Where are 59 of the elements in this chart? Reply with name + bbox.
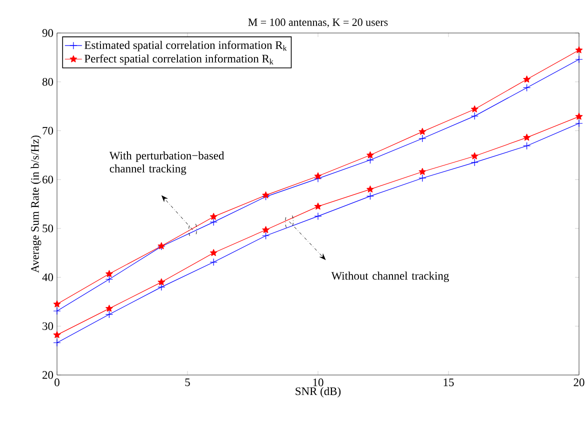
point: [366, 156, 374, 164]
point: [575, 46, 583, 54]
point: [575, 112, 583, 120]
point: [523, 134, 530, 141]
annotation: Without channel tracking: [331, 272, 449, 282]
point: [366, 151, 374, 158]
point: [470, 158, 478, 166]
annotation: With perturbation−based channel tracking: [109, 151, 224, 175]
point: [210, 249, 218, 256]
point: [158, 283, 166, 291]
x-tick-label: 0: [54, 378, 60, 386]
y-tick-label: 20: [42, 371, 54, 379]
point: [262, 232, 270, 240]
point: [262, 226, 270, 234]
point: [470, 152, 478, 160]
point: [575, 120, 583, 128]
y-tick-label: 40: [42, 273, 54, 282]
legend-label: Perfect spatial correlation information R$_{k}$: [84, 54, 274, 65]
point: [105, 275, 114, 284]
point: [418, 134, 426, 142]
point: [523, 142, 531, 150]
point: [53, 307, 61, 315]
point: [210, 212, 218, 220]
point: [210, 218, 218, 226]
x-tick-label: 5: [185, 378, 190, 386]
point: [53, 300, 61, 308]
point: [106, 270, 113, 277]
point: [418, 174, 426, 182]
point: [523, 84, 531, 92]
y-tick-label: 90: [42, 29, 54, 37]
point: [314, 212, 322, 220]
y-tick-label: 50: [42, 224, 54, 232]
point: [105, 310, 114, 318]
point: [53, 331, 61, 338]
point: [314, 202, 322, 210]
x-axis-title: SNR (dB): [296, 387, 341, 398]
point: [470, 112, 478, 120]
legend-label: Estimated spatial correlation information R$_{k}$: [84, 40, 287, 52]
x-tick-label: 15: [444, 378, 454, 386]
point: [523, 76, 530, 83]
y-tick-label: 30: [42, 322, 54, 330]
point: [53, 338, 61, 347]
point: [158, 278, 166, 286]
y-tick-label: 80: [42, 78, 54, 86]
x-tick-label: 10: [313, 378, 324, 386]
point: [575, 56, 583, 64]
point: [470, 105, 478, 112]
point: [314, 172, 322, 180]
y-tick-label: 70: [42, 126, 54, 135]
point: [418, 128, 426, 135]
point: [106, 304, 113, 312]
point: [366, 192, 374, 200]
point: [366, 186, 374, 192]
x-tick-label: 20: [574, 378, 584, 386]
y-axis-title: Average Sum Rate (in b/s/Hz): [30, 136, 42, 273]
point: [418, 168, 426, 175]
point: [210, 258, 218, 266]
y-tick-label: 60: [42, 176, 54, 184]
chart-title: M = 100 antennas, K = 20 users: [248, 18, 388, 28]
